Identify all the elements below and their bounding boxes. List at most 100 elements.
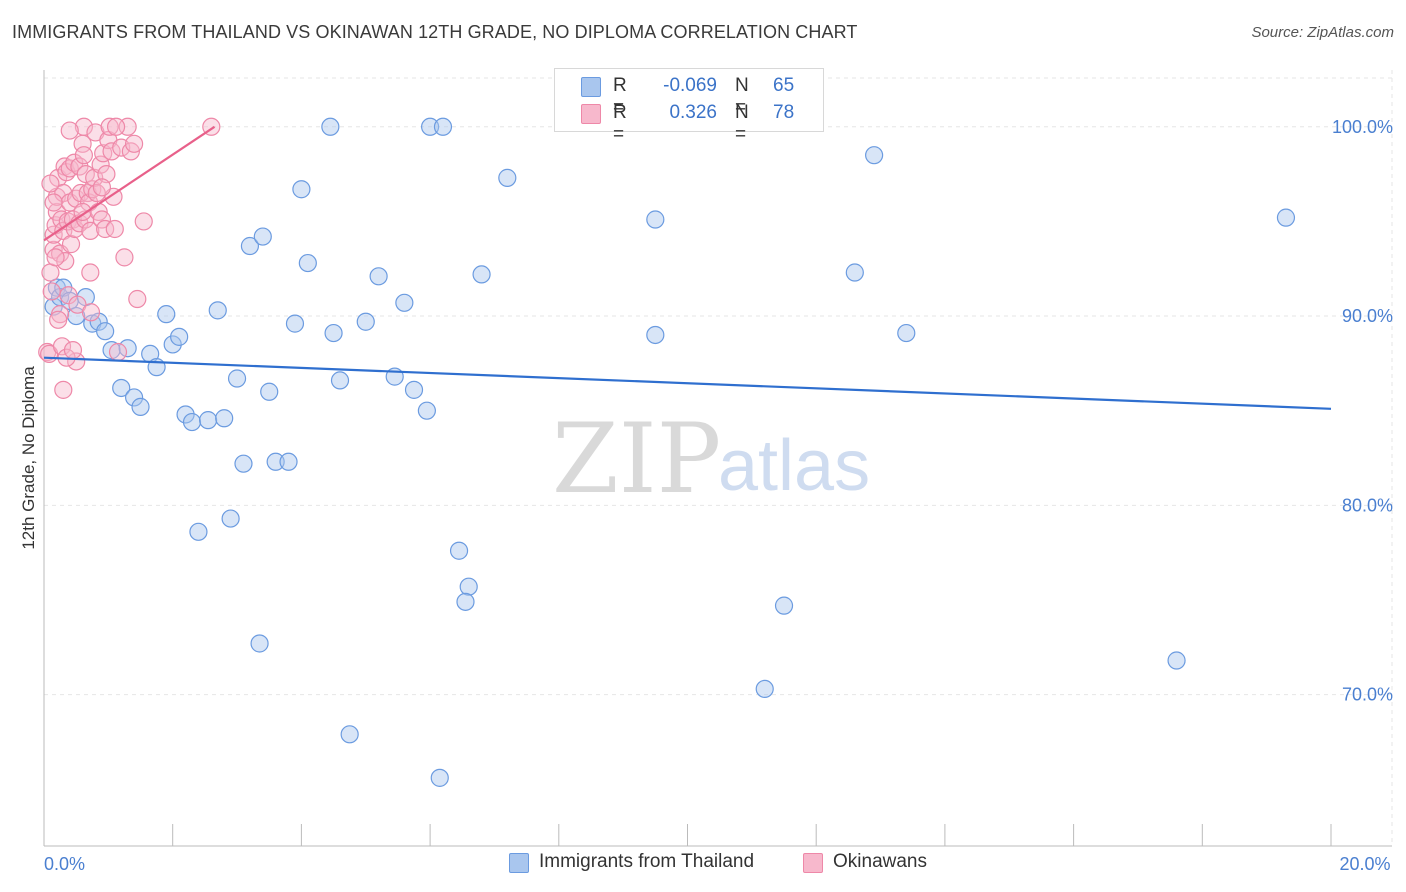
okinawan-point [41, 263, 60, 282]
thailand-point [498, 168, 517, 187]
bottom-legend-thailand: Immigrants from Thailand [539, 851, 755, 872]
thailand-trend-line [43, 356, 1332, 410]
okinawan-point [70, 157, 89, 176]
thailand-point [321, 117, 340, 136]
thailand-point [646, 210, 665, 229]
thailand-point [472, 265, 491, 284]
okinawan-point [74, 146, 93, 165]
thailand-point [404, 380, 424, 399]
okinawan-point [81, 263, 100, 282]
thailand-point [430, 768, 449, 787]
thailand-point [330, 371, 350, 390]
thailand-point [189, 522, 208, 541]
y-tick-label: 80.0% [1342, 495, 1393, 515]
thailand-point [433, 117, 453, 136]
okinawan-point [106, 117, 126, 136]
okinawan-point [41, 174, 60, 193]
legend-r-label: R = [613, 102, 627, 145]
okinawan-point [96, 219, 115, 239]
thailand-point [417, 401, 436, 420]
watermark: ZIP atlas [552, 403, 870, 515]
thailand-point [369, 267, 388, 286]
thailand-point [1276, 208, 1296, 227]
thailand-point [459, 577, 478, 596]
okinawan-point [49, 310, 68, 329]
okinawan-point [46, 248, 65, 267]
bottom-legend-swatch-blue [509, 853, 529, 873]
thailand-point [356, 312, 375, 331]
okinawan-point [91, 155, 110, 174]
okinawan-point [115, 248, 134, 267]
thailand-point [456, 592, 475, 611]
okinawan-point [44, 193, 63, 212]
thailand-point [198, 411, 218, 430]
thailand-point [340, 725, 359, 744]
okinawan-point [100, 117, 119, 136]
okinawan-point [60, 121, 79, 140]
thailand-point [774, 596, 794, 615]
thailand-point [845, 263, 864, 282]
thailand-point [96, 322, 115, 341]
okinawan-point [134, 212, 153, 231]
thailand-point [112, 378, 131, 398]
okinawan-point [42, 282, 61, 301]
thailand-point [646, 325, 665, 345]
okinawan-point [54, 380, 73, 399]
bottom-legend-okinawans: Okinawans [833, 851, 927, 872]
thailand-point [253, 227, 272, 246]
okinawan-trend-line [43, 125, 216, 242]
okinawan-point [81, 221, 100, 240]
y-tick-label: 100.0% [1332, 117, 1393, 137]
points-layer [38, 117, 1296, 787]
thailand-point [1167, 651, 1186, 670]
legend-n-value: 65 [773, 75, 795, 96]
y-axis-label: 12th Grade, No Diploma [19, 366, 38, 550]
thailand-point [176, 405, 195, 424]
thailand-point [298, 253, 317, 273]
thailand-point [897, 323, 916, 343]
thailand-point [260, 382, 279, 401]
thailand-point [250, 634, 269, 653]
legend-n-value: 78 [773, 102, 795, 123]
legend-swatch-pink [581, 104, 601, 124]
thailand-point [170, 327, 189, 346]
watermark-zip: ZIP [552, 403, 721, 515]
okinawan-point [63, 341, 83, 360]
thailand-point [89, 312, 108, 331]
okinawan-point [92, 178, 112, 197]
bottom-legend-swatch-pink [803, 853, 823, 873]
axis-layer: 100.0% 90.0% 80.0% 70.0% 0.0% 20.0% [43, 70, 1393, 874]
thailand-point [240, 236, 260, 256]
legend-r-label: R = [613, 75, 627, 118]
okinawan-point [105, 219, 124, 239]
thailand-point [131, 397, 150, 416]
chart-title: IMMIGRANTS FROM THAILAND VS OKINAWAN 12T… [12, 22, 858, 42]
x-tick-label: 0.0% [44, 854, 85, 874]
okinawan-point [67, 352, 86, 371]
y-tick-label: 70.0% [1342, 685, 1393, 705]
okinawan-point [81, 303, 101, 322]
thailand-point [292, 180, 311, 199]
thailand-point [102, 341, 121, 360]
trend-layer [43, 125, 1332, 410]
legend-r-value: 0.326 [669, 102, 717, 123]
okinawan-point [61, 235, 81, 254]
thailand-point [395, 293, 414, 312]
thailand-point [865, 146, 884, 165]
y-tick-label: 90.0% [1342, 306, 1393, 326]
thailand-point [163, 335, 182, 354]
thailand-point [182, 412, 202, 432]
legend-n-label: N = [735, 75, 749, 118]
thailand-point [234, 454, 253, 473]
okinawan-point [52, 337, 72, 356]
legend-swatch-blue [581, 77, 601, 97]
legend-n-label: N = [735, 102, 749, 145]
thailand-point [221, 509, 240, 528]
x-tick-label: 20.0% [1339, 854, 1390, 874]
thailand-point [324, 323, 343, 343]
correlation-legend: R = -0.069 N = 65 R = 0.326 N = 78 [554, 68, 824, 145]
okinawan-point [108, 342, 128, 362]
thailand-point [227, 369, 247, 388]
okinawan-point [128, 289, 147, 309]
